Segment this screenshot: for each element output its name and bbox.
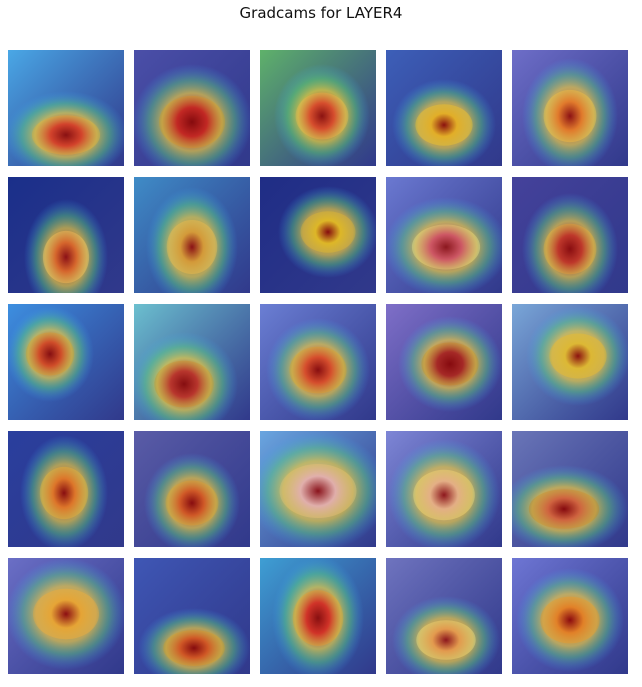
- gradcam-tile: [512, 177, 628, 293]
- gradcam-tile: [260, 558, 376, 674]
- gradcam-tile: [260, 50, 376, 166]
- gradcam-tile: [386, 558, 502, 674]
- gradcam-tile: [134, 50, 250, 166]
- gradcam-tile: [512, 431, 628, 547]
- gradcam-tile: [134, 558, 250, 674]
- gradcam-tile: [512, 558, 628, 674]
- gradcam-tile: [260, 431, 376, 547]
- gradcam-tile: [260, 177, 376, 293]
- gradcam-grid: [8, 50, 628, 674]
- gradcam-tile: [260, 304, 376, 420]
- gradcam-tile: [134, 177, 250, 293]
- gradcam-tile: [8, 50, 124, 166]
- gradcam-tile: [512, 50, 628, 166]
- gradcam-tile: [386, 177, 502, 293]
- gradcam-tile: [512, 304, 628, 420]
- figure-title: Gradcams for LAYER4: [239, 4, 403, 22]
- gradcam-tile: [386, 50, 502, 166]
- gradcam-tile: [8, 558, 124, 674]
- gradcam-tile: [8, 304, 124, 420]
- gradcam-tile: [8, 431, 124, 547]
- gradcam-tile: [386, 431, 502, 547]
- gradcam-tile: [386, 304, 502, 420]
- gradcam-tile: [8, 177, 124, 293]
- gradcam-tile: [134, 431, 250, 547]
- gradcam-tile: [134, 304, 250, 420]
